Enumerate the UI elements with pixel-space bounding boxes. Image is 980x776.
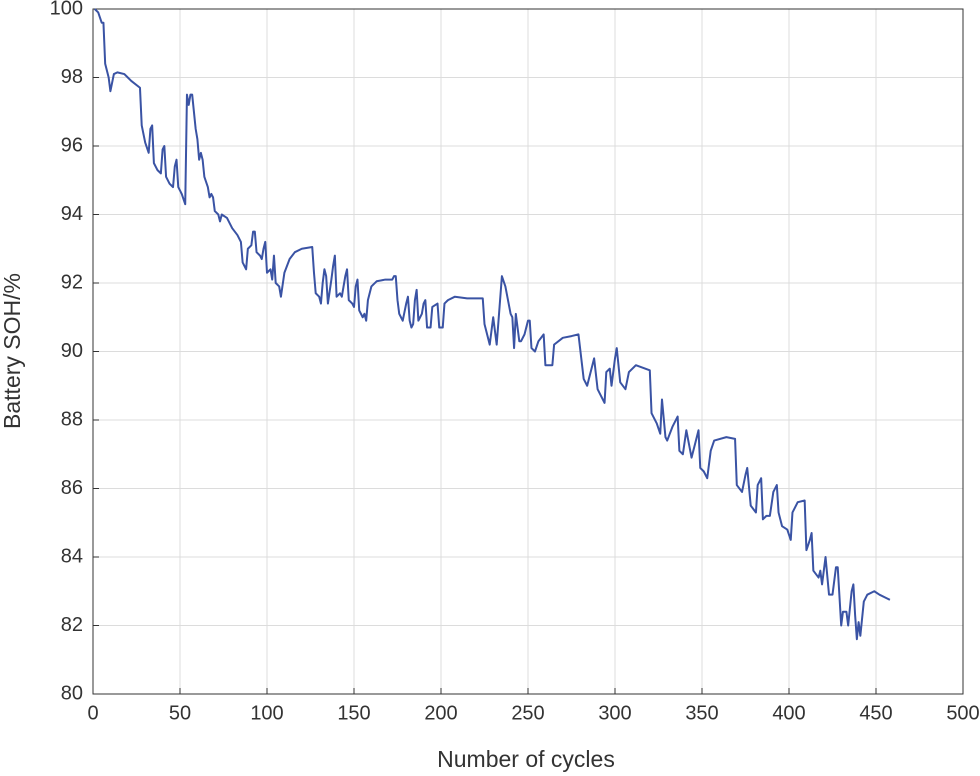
y-tick-label: 100 (50, 0, 83, 19)
x-tick-label: 500 (946, 702, 979, 724)
y-tick-label: 82 (61, 614, 83, 636)
x-tick-label: 300 (598, 702, 631, 724)
x-tick-label: 450 (859, 702, 892, 724)
x-tick-label: 250 (511, 702, 544, 724)
y-tick-label: 94 (61, 203, 83, 225)
data-line (94, 8, 891, 641)
y-tick-label: 84 (61, 545, 83, 567)
y-tick-label: 96 (61, 134, 83, 156)
x-tick-label: 50 (169, 702, 191, 724)
y-tick-label: 86 (61, 477, 83, 499)
y-tick-label: 98 (61, 66, 83, 88)
x-axis-label: Number of cycles (437, 746, 615, 772)
y-axis-label: Battery SOH/% (0, 273, 25, 429)
y-tick-label: 88 (61, 408, 83, 430)
x-tick-label: 0 (87, 702, 98, 724)
x-tick-label: 150 (337, 702, 370, 724)
x-tick-label: 100 (250, 702, 283, 724)
x-tick-label: 350 (685, 702, 718, 724)
x-tick-label: 400 (772, 702, 805, 724)
y-tick-label: 80 (61, 682, 83, 704)
plot-frame (92, 8, 964, 695)
y-tick-label: 92 (61, 271, 83, 293)
x-tick-label: 200 (424, 702, 457, 724)
y-tick-label: 90 (61, 340, 83, 362)
